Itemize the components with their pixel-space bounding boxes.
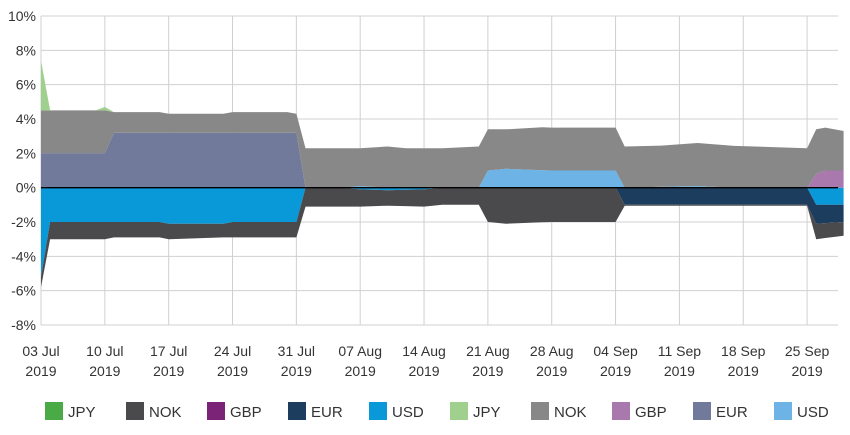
legend-swatch-nok — [126, 402, 144, 420]
area-nok-positive — [41, 110, 844, 188]
x-tick-label: 17 Jul — [150, 343, 187, 359]
x-tick-label: 03 Jul — [22, 343, 59, 359]
area-eur-negative — [41, 187, 844, 277]
area-eur-positive — [41, 132, 844, 188]
x-tick-year-label: 2019 — [600, 363, 631, 379]
y-tick-label: -6% — [11, 283, 36, 299]
y-tick-label: 4% — [16, 111, 36, 127]
legend-label-jpy: JPY — [473, 404, 501, 421]
x-tick-year-label: 2019 — [281, 363, 312, 379]
x-tick-year-label: 2019 — [408, 363, 439, 379]
x-tick-label: 11 Sep — [658, 343, 702, 359]
y-tick-label: 10% — [8, 8, 36, 24]
legend-label-nok: NOK — [149, 404, 182, 421]
legend-label-eur: EUR — [716, 404, 748, 421]
x-tick-label: 10 Jul — [86, 343, 123, 359]
y-tick-label: 2% — [16, 145, 36, 161]
legend-swatch-usd — [774, 402, 792, 420]
y-axis: 10% 8% 6% 4% 2% 0% -2% -4% -6% -8% — [8, 8, 36, 333]
legend-swatch-gbp — [612, 402, 630, 420]
legend-label-eur: EUR — [311, 404, 343, 421]
legend-swatch-gbp — [207, 402, 225, 420]
y-tick-label: 0% — [16, 180, 36, 196]
legend-label-usd: USD — [392, 404, 424, 421]
x-tick-label: 18 Sep — [721, 343, 766, 359]
x-tick-year-label: 2019 — [217, 363, 248, 379]
y-tick-label: -4% — [11, 248, 36, 264]
legend-label-nok: NOK — [554, 404, 587, 421]
legend-swatch-eur — [693, 402, 711, 420]
legend-swatch-eur — [288, 402, 306, 420]
legend-label-jpy: JPY — [68, 404, 96, 421]
x-tick-year-label: 2019 — [153, 363, 184, 379]
x-tick-year-label: 2019 — [664, 363, 695, 379]
legend-label-gbp: GBP — [230, 404, 262, 421]
x-tick-label: 21 Aug — [466, 343, 510, 359]
x-tick-label: 28 Aug — [530, 343, 574, 359]
x-tick-year-label: 2019 — [345, 363, 376, 379]
legend-label-gbp: GBP — [635, 404, 667, 421]
legend-label-usd: USD — [797, 404, 829, 421]
legend-swatch-usd — [369, 402, 387, 420]
x-tick-label: 31 Jul — [278, 343, 315, 359]
area-usd-negative — [41, 187, 844, 277]
x-tick-label: 14 Aug — [402, 343, 446, 359]
x-tick-label: 24 Jul — [214, 343, 251, 359]
y-tick-label: 8% — [16, 42, 36, 58]
x-axis: 03 Jul 2019 10 Jul 2019 17 Jul 2019 24 Jul 2019… — [22, 343, 829, 379]
x-tick-year-label: 2019 — [792, 363, 823, 379]
x-tick-label: 07 Aug — [338, 343, 382, 359]
legend-swatch-jpy — [450, 402, 468, 420]
series-areas — [41, 60, 844, 288]
x-tick-year-label: 2019 — [89, 363, 120, 379]
x-tick-year-label: 2019 — [728, 363, 759, 379]
legend-swatch-jpy — [45, 402, 63, 420]
legend-swatch-nok — [531, 402, 549, 420]
x-tick-year-label: 2019 — [536, 363, 567, 379]
y-tick-label: -8% — [11, 317, 36, 333]
x-tick-year-label: 2019 — [472, 363, 503, 379]
y-tick-label: -2% — [11, 214, 36, 230]
legend: JPY NOK GBP EUR USD JPY NOK GBP EUR USD — [45, 402, 829, 421]
y-tick-label: 6% — [16, 77, 36, 93]
x-tick-year-label: 2019 — [25, 363, 56, 379]
area-nok-negative — [41, 187, 844, 288]
x-tick-label: 04 Sep — [593, 343, 638, 359]
x-tick-label: 25 Sep — [785, 343, 830, 359]
